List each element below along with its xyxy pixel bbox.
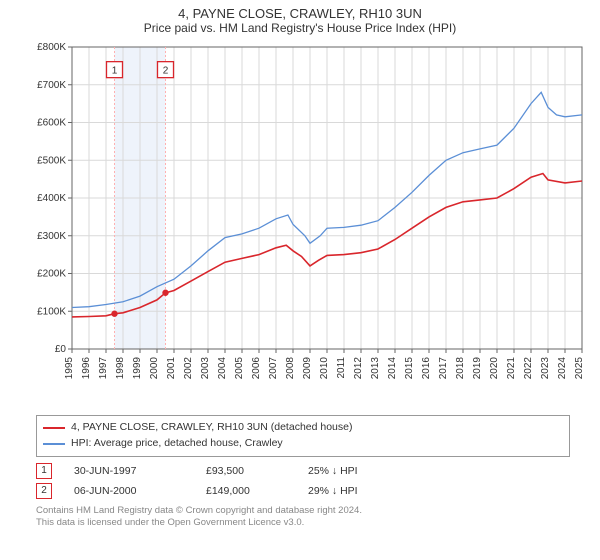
svg-text:2018: 2018: [455, 357, 466, 380]
svg-text:1: 1: [112, 66, 118, 77]
svg-text:£800K: £800K: [37, 42, 66, 53]
svg-text:£0: £0: [55, 344, 67, 355]
svg-text:1995: 1995: [64, 357, 75, 380]
marker-badge: 1: [36, 463, 52, 479]
svg-text:2023: 2023: [540, 357, 551, 380]
svg-text:£300K: £300K: [37, 231, 66, 242]
txn-delta: 25% ↓ HPI: [308, 465, 388, 477]
txn-price: £93,500: [206, 465, 286, 477]
svg-text:2006: 2006: [251, 357, 262, 380]
svg-text:2022: 2022: [523, 357, 534, 380]
svg-text:2002: 2002: [183, 357, 194, 380]
attribution: Contains HM Land Registry data © Crown c…: [36, 505, 570, 530]
svg-text:2024: 2024: [557, 357, 568, 380]
chart-area: £0 £100K £200K £300K £400K £500K £600K £700K £80…: [30, 39, 590, 409]
attribution-line: Contains HM Land Registry data © Crown c…: [36, 505, 570, 517]
svg-text:2013: 2013: [370, 357, 381, 380]
svg-text:2001: 2001: [166, 357, 177, 380]
svg-text:1998: 1998: [115, 357, 126, 380]
svg-text:2014: 2014: [387, 357, 398, 380]
attribution-line: This data is licensed under the Open Gov…: [36, 517, 570, 529]
svg-text:1999: 1999: [132, 357, 143, 380]
svg-text:£200K: £200K: [37, 269, 66, 280]
chart-container: 4, PAYNE CLOSE, CRAWLEY, RH10 3UN Price …: [0, 0, 600, 560]
txn-date: 06-JUN-2000: [74, 485, 184, 497]
chart-title: 4, PAYNE CLOSE, CRAWLEY, RH10 3UN: [0, 0, 600, 21]
svg-text:£500K: £500K: [37, 155, 66, 166]
svg-text:2: 2: [163, 66, 169, 77]
svg-text:2008: 2008: [285, 357, 296, 380]
svg-text:2012: 2012: [353, 357, 364, 380]
legend-swatch: [43, 427, 65, 429]
marker-badge: 2: [36, 483, 52, 499]
svg-text:2009: 2009: [302, 357, 313, 380]
line-chart-svg: £0 £100K £200K £300K £400K £500K £600K £700K £80…: [30, 39, 590, 409]
svg-text:£400K: £400K: [37, 193, 66, 204]
svg-text:2004: 2004: [217, 357, 228, 380]
svg-text:2005: 2005: [234, 357, 245, 380]
svg-text:£600K: £600K: [37, 118, 66, 129]
svg-text:2019: 2019: [472, 357, 483, 380]
svg-text:2015: 2015: [404, 357, 415, 380]
legend-item: HPI: Average price, detached house, Craw…: [43, 436, 563, 452]
svg-text:2021: 2021: [506, 357, 517, 380]
svg-text:1996: 1996: [81, 357, 92, 380]
svg-text:£700K: £700K: [37, 80, 66, 91]
svg-text:2010: 2010: [319, 357, 330, 380]
svg-text:2003: 2003: [200, 357, 211, 380]
svg-text:2017: 2017: [438, 357, 449, 380]
txn-delta: 29% ↓ HPI: [308, 485, 388, 497]
table-row: 1 30-JUN-1997 £93,500 25% ↓ HPI: [36, 461, 570, 481]
legend-label: 4, PAYNE CLOSE, CRAWLEY, RH10 3UN (detac…: [71, 420, 353, 436]
svg-text:2011: 2011: [336, 357, 347, 379]
svg-text:2020: 2020: [489, 357, 500, 380]
svg-text:2025: 2025: [574, 357, 585, 380]
legend-swatch: [43, 443, 65, 445]
chart-subtitle: Price paid vs. HM Land Registry's House …: [0, 21, 600, 39]
legend: 4, PAYNE CLOSE, CRAWLEY, RH10 3UN (detac…: [36, 415, 570, 457]
svg-text:1997: 1997: [98, 357, 109, 380]
txn-date: 30-JUN-1997: [74, 465, 184, 477]
svg-text:2016: 2016: [421, 357, 432, 380]
svg-text:2000: 2000: [149, 357, 160, 380]
table-row: 2 06-JUN-2000 £149,000 29% ↓ HPI: [36, 481, 570, 501]
transactions-table: 1 30-JUN-1997 £93,500 25% ↓ HPI 2 06-JUN…: [36, 461, 570, 501]
svg-text:2007: 2007: [268, 357, 279, 380]
legend-item: 4, PAYNE CLOSE, CRAWLEY, RH10 3UN (detac…: [43, 420, 563, 436]
txn-price: £149,000: [206, 485, 286, 497]
svg-text:£100K: £100K: [37, 306, 66, 317]
legend-label: HPI: Average price, detached house, Craw…: [71, 436, 283, 452]
